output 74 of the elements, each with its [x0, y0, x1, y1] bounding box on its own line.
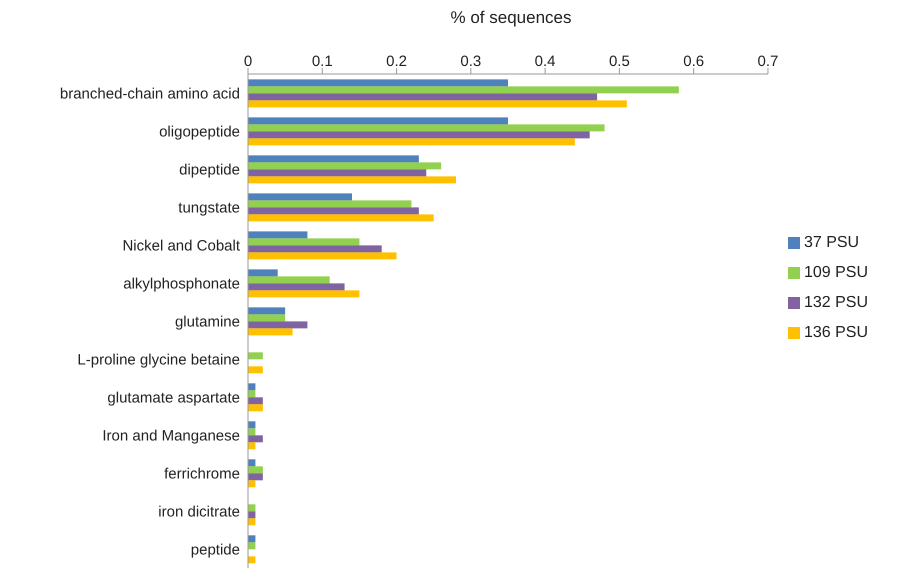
- bar: [248, 138, 575, 146]
- bar: [248, 542, 256, 550]
- x-tick-label: 0: [244, 53, 252, 70]
- bar: [248, 245, 382, 252]
- bar: [248, 511, 256, 518]
- bar: [248, 193, 352, 200]
- bar: [248, 366, 263, 374]
- bar: [248, 504, 256, 512]
- bar: [248, 131, 590, 138]
- bar: [248, 207, 419, 214]
- bar: [248, 390, 256, 398]
- bar: [248, 435, 263, 442]
- bar: [248, 214, 434, 222]
- bar: [248, 162, 442, 170]
- bar: [248, 79, 508, 86]
- x-tick-label: 0.1: [312, 53, 333, 70]
- x-tick-label: 0.5: [608, 53, 630, 70]
- legend-label: 109 PSU: [804, 264, 868, 281]
- legend-label: 132 PSU: [804, 294, 868, 311]
- legend-label: 37 PSU: [804, 234, 860, 251]
- bar: [248, 86, 679, 94]
- bar: [248, 466, 263, 474]
- y-tick-label: iron dicitrate: [158, 503, 240, 520]
- bar: [248, 314, 286, 322]
- y-tick-label: Nickel and Cobalt: [122, 237, 241, 254]
- bar: [248, 100, 627, 108]
- y-tick-label: branched-chain amino acid: [60, 85, 240, 102]
- x-tick-label: 0.3: [460, 53, 482, 70]
- bar: [248, 321, 308, 328]
- bar: [248, 352, 263, 360]
- y-tick-label: ferrichrome: [164, 465, 240, 482]
- bar: [248, 238, 360, 246]
- y-tick-label: oligopeptide: [159, 123, 240, 140]
- y-tick-label: Iron and Manganese: [102, 427, 240, 444]
- bar: [248, 283, 345, 290]
- y-tick-label: alkylphosphonate: [123, 275, 240, 292]
- bar: [248, 93, 598, 100]
- bar: [248, 518, 256, 526]
- bar: [248, 269, 278, 276]
- bar: [248, 117, 508, 124]
- bar: [248, 442, 256, 450]
- bar: [248, 556, 256, 564]
- bar: [248, 307, 286, 314]
- x-tick-label: 0.6: [683, 53, 704, 70]
- bar: [248, 480, 256, 488]
- x-tick-label: 0.4: [534, 53, 556, 70]
- bar: [248, 404, 263, 412]
- bar: [248, 169, 426, 176]
- bar: [248, 397, 263, 404]
- y-tick-label: L-proline glycine betaine: [77, 351, 240, 368]
- bar: [248, 124, 605, 132]
- y-tick-label: dipeptide: [179, 161, 240, 178]
- x-tick-label: 0.7: [758, 53, 778, 70]
- bar: [248, 473, 263, 480]
- bar: [248, 252, 397, 260]
- bar: [248, 290, 360, 298]
- bar: [248, 421, 256, 428]
- bar: [248, 383, 256, 390]
- bar: [248, 176, 456, 184]
- x-axis-title: % of sequences: [450, 8, 572, 28]
- legend-label: 136 PSU: [804, 324, 868, 341]
- y-tick-label: tungstate: [178, 199, 240, 216]
- bar: [248, 535, 256, 542]
- bar: [248, 459, 256, 466]
- y-tick-label: glutamine: [174, 313, 240, 330]
- x-tick-label: 0.2: [386, 53, 407, 70]
- y-tick-label: peptide: [190, 541, 240, 558]
- bar: [248, 276, 330, 284]
- bar: [248, 155, 419, 162]
- bar: [248, 328, 293, 336]
- bar: [248, 200, 412, 208]
- bar: [248, 428, 256, 436]
- y-tick-label: glutamate aspartate: [107, 389, 240, 406]
- bar: [248, 231, 308, 238]
